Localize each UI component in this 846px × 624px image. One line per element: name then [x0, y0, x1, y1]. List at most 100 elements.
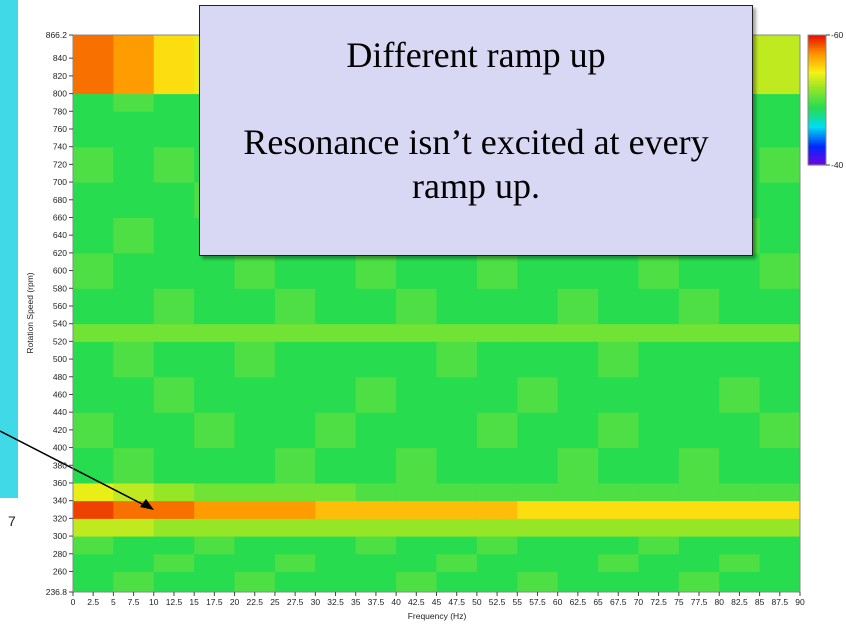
- x-tick-label: 72.5: [650, 597, 667, 607]
- heatmap-cell: [719, 288, 760, 324]
- heatmap-cell: [396, 501, 437, 519]
- x-tick-label: 52.5: [489, 597, 506, 607]
- heatmap-cell: [275, 501, 316, 519]
- heatmap-cell: [396, 554, 437, 572]
- y-tick-label: 420: [53, 425, 67, 435]
- heatmap-cell: [679, 554, 720, 572]
- heatmap-cell: [396, 341, 437, 377]
- y-tick-label: 300: [53, 531, 67, 541]
- heatmap-cell: [275, 253, 316, 289]
- x-tick-label: 42.5: [408, 597, 425, 607]
- x-tick-label: 80: [714, 597, 724, 607]
- x-axis-label: Frequency (Hz): [408, 611, 467, 621]
- heatmap-cell: [275, 324, 316, 342]
- heatmap-cell: [477, 288, 518, 324]
- heatmap-cell: [73, 35, 114, 94]
- heatmap-cell: [194, 483, 235, 501]
- heatmap-cell: [113, 448, 154, 484]
- heatmap-cell: [760, 448, 801, 484]
- heatmap-cell: [73, 518, 114, 536]
- heatmap-cell: [113, 571, 154, 592]
- heatmap-cell: [719, 571, 760, 592]
- y-tick-label: 760: [53, 124, 67, 134]
- heatmap-cell: [437, 253, 478, 289]
- heatmap-cell: [315, 288, 356, 324]
- heatmap-cell: [437, 554, 478, 572]
- y-tick-label: 280: [53, 549, 67, 559]
- heatmap-cell: [760, 147, 801, 183]
- y-tick-label: 800: [53, 89, 67, 99]
- heatmap-cell: [73, 536, 114, 554]
- y-tick-label: 560: [53, 301, 67, 311]
- heatmap-cell: [396, 518, 437, 536]
- heatmap-cell: [396, 483, 437, 501]
- heatmap-cell: [719, 501, 760, 519]
- heatmap-cell: [275, 518, 316, 536]
- y-axis-label: Rotation Speed (rpm): [25, 272, 35, 353]
- x-tick-label: 2.5: [87, 597, 99, 607]
- heatmap-cell: [558, 341, 599, 377]
- heatmap-cell: [194, 501, 235, 519]
- heatmap-cell: [154, 412, 195, 448]
- heatmap-cell: [73, 324, 114, 342]
- heatmap-cell: [154, 94, 195, 112]
- heatmap-cell: [315, 571, 356, 592]
- x-tick-label: 60: [553, 597, 563, 607]
- heatmap-cell: [315, 412, 356, 448]
- heatmap-cell: [517, 571, 558, 592]
- heatmap-cell: [396, 412, 437, 448]
- heatmap-cell: [598, 448, 639, 484]
- x-tick-label: 47.5: [448, 597, 465, 607]
- heatmap-cell: [719, 253, 760, 289]
- slide: 7 Frequency (Hz) Rotation Speed (rpm) 02…: [0, 0, 846, 624]
- y-tick-label: 400: [53, 443, 67, 453]
- heatmap-cell: [760, 377, 801, 413]
- x-tick-label: 7.5: [128, 597, 140, 607]
- heatmap-cell: [275, 536, 316, 554]
- heatmap-cell: [638, 288, 679, 324]
- heatmap-cell: [113, 288, 154, 324]
- heatmap-cell: [315, 536, 356, 554]
- callout: Different ramp up Resonance isn’t excite…: [199, 5, 753, 256]
- heatmap-cell: [477, 536, 518, 554]
- heatmap-cell: [679, 501, 720, 519]
- x-tick-label: 27.5: [287, 597, 304, 607]
- heatmap-cell: [113, 412, 154, 448]
- heatmap-cell: [113, 111, 154, 147]
- x-tick-label: 5: [111, 597, 116, 607]
- heatmap-cell: [437, 501, 478, 519]
- cropped-image: [0, 0, 18, 498]
- heatmap-cell: [73, 111, 114, 147]
- heatmap-cell: [154, 448, 195, 484]
- heatmap-cell: [73, 147, 114, 183]
- x-tick-label: 20: [230, 597, 240, 607]
- heatmap-cell: [598, 536, 639, 554]
- x-tick-label: 62.5: [570, 597, 587, 607]
- x-tick-label: 90: [795, 597, 805, 607]
- heatmap-cell: [154, 35, 195, 94]
- y-tick-label: 236.8: [46, 587, 68, 597]
- heatmap-cell: [73, 341, 114, 377]
- y-tick-label: 660: [53, 212, 67, 222]
- heatmap-cell: [477, 518, 518, 536]
- heatmap-cell: [638, 536, 679, 554]
- heatmap-cell: [517, 377, 558, 413]
- heatmap-cell: [235, 341, 276, 377]
- heatmap-cell: [194, 288, 235, 324]
- heatmap-cell: [113, 554, 154, 572]
- heatmap-cell: [315, 483, 356, 501]
- cropped-label: 7: [8, 513, 16, 529]
- heatmap-cell: [437, 518, 478, 536]
- heatmap-cell: [638, 483, 679, 501]
- heatmap-cell: [356, 571, 397, 592]
- callout-heading: Different ramp up: [200, 34, 752, 76]
- heatmap-cell: [760, 501, 801, 519]
- heatmap-cell: [154, 147, 195, 183]
- heatmap-cell: [558, 324, 599, 342]
- heatmap-cell: [194, 324, 235, 342]
- heatmap-cell: [477, 377, 518, 413]
- y-tick-label: 340: [53, 496, 67, 506]
- heatmap-cell: [598, 554, 639, 572]
- y-tick-label: 820: [53, 71, 67, 81]
- heatmap-cell: [760, 35, 801, 94]
